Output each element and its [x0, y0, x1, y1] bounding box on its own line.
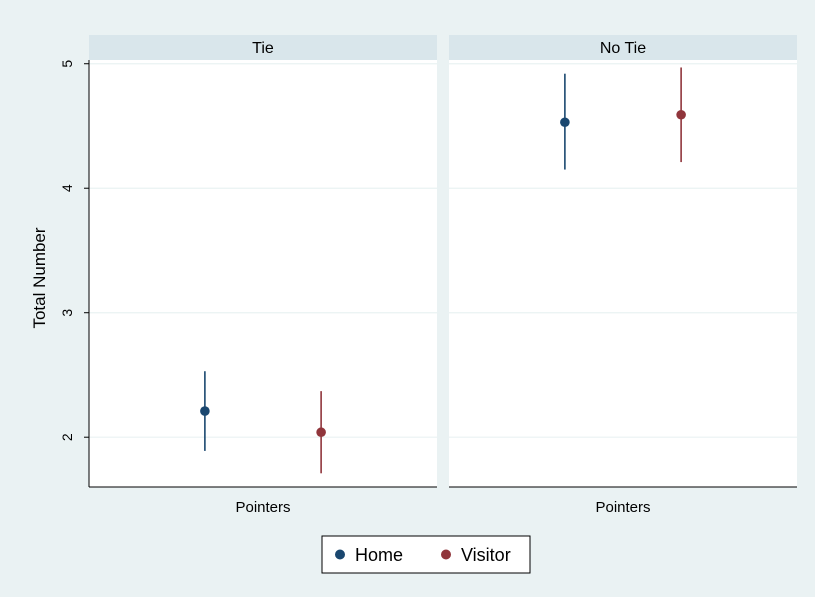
panel-tie-marks: [200, 371, 326, 474]
panel-no-tie-title: No Tie: [600, 40, 646, 57]
panel-tie-gridlines: [89, 63, 437, 438]
legend-box: [321, 535, 531, 574]
y-axis-label: Total Number: [30, 227, 49, 328]
y-tick-label: 5: [59, 60, 75, 68]
panel-tie-plot-area: [89, 60, 437, 487]
point-home: [200, 406, 210, 416]
y-axis-ticks: 2 3 4 5: [59, 60, 89, 441]
panel-no-tie-plot-area: [449, 60, 797, 487]
y-tick-label: 4: [59, 184, 75, 192]
legend-marker-visitor: [441, 549, 451, 560]
legend: Home Visitor: [321, 535, 531, 574]
panel-no-tie-gridlines: [449, 63, 797, 438]
panel-no-tie: No Tie Pointers: [449, 35, 797, 516]
y-tick-label: 3: [59, 309, 75, 317]
point-visitor: [676, 109, 686, 120]
panel-tie-title: Tie: [252, 40, 274, 57]
panel-tie: Tie 2 3 4 5 Pointers: [59, 35, 437, 516]
panel-no-tie-x-label: Pointers: [595, 499, 650, 516]
y-tick-label: 2: [59, 433, 75, 441]
point-visitor: [316, 427, 326, 438]
panel-no-tie-marks: [560, 67, 686, 170]
panel-no-tie-strip: [449, 35, 797, 60]
legend-marker-home: [335, 549, 345, 560]
legend-label-visitor: Visitor: [461, 545, 511, 565]
legend-label-home: Home: [355, 545, 403, 565]
panel-tie-strip: [89, 35, 437, 60]
panel-tie-x-label: Pointers: [235, 499, 290, 516]
point-home: [560, 117, 570, 128]
